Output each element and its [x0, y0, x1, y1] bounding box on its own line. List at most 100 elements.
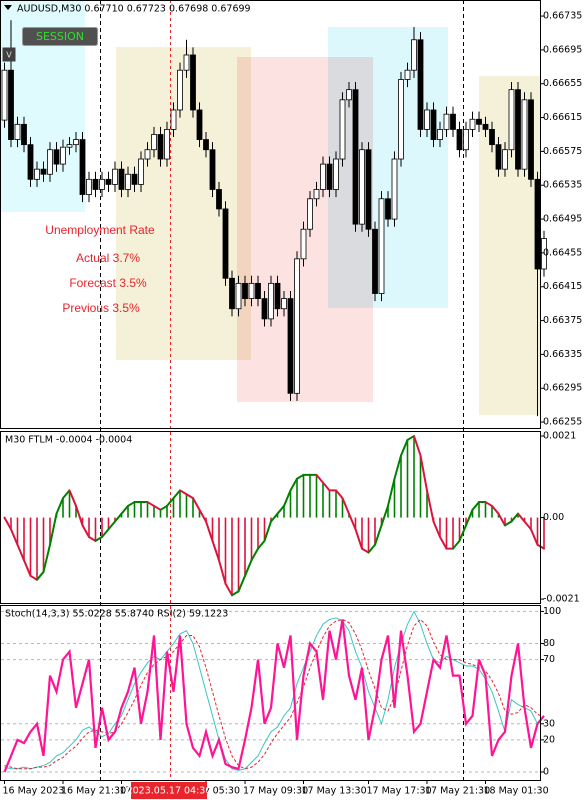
candle-body [92, 178, 99, 190]
candle-body [307, 198, 313, 230]
ftlm-line-segment [374, 524, 383, 546]
candle-body [164, 129, 170, 160]
y-tick-label: 0.66415 [543, 281, 582, 292]
y-tick-label: 0.66495 [543, 214, 582, 225]
ftlm-line-segment [517, 512, 526, 523]
crosshair-label: 2023.05.17 04:30 [127, 782, 212, 799]
indicator-line [3, 619, 545, 773]
ftlm-line-segment [387, 477, 396, 507]
y-tick-label: 80 [543, 638, 555, 649]
x-tick-label: 16 May 2023 [3, 786, 65, 797]
candle-body [209, 149, 216, 190]
session-box [328, 27, 448, 308]
candle-body [112, 168, 118, 185]
ftlm-line-segment [439, 535, 448, 550]
candle-body [346, 89, 352, 101]
ftlm-line-segment [42, 543, 51, 573]
candle-body [8, 69, 14, 140]
ftlm-line-segment [49, 512, 58, 546]
candle-body [79, 139, 86, 195]
crosshair-label-text: 2023.05.17 04:30 [127, 786, 212, 797]
candle-body [196, 109, 203, 140]
candle-body [235, 282, 242, 310]
candle-body [190, 54, 196, 111]
candle-body [456, 129, 463, 151]
ftlm-line-segment [231, 590, 240, 597]
candle-body [34, 168, 40, 180]
candle-body [424, 109, 430, 130]
ftlm-line-segment [185, 493, 194, 500]
candle-body [99, 178, 105, 190]
x-tick-label: 17 May 09:30 [243, 786, 308, 797]
candle-body [261, 298, 268, 320]
ftlm-line-segment [426, 489, 435, 523]
candle-body [216, 189, 222, 210]
y-tick-label: -0.0021 [543, 594, 580, 605]
button-face[interactable] [2, 47, 16, 62]
ftlm-line-segment [497, 512, 506, 527]
candle-body [404, 69, 411, 80]
ftlm-line-segment [348, 512, 357, 531]
ftlm-line-segment [166, 497, 175, 507]
labels: AUDUSD,M30 0.67710 0.67723 0.67698 0.676… [2, 4, 251, 620]
y-tick-label: 20 [543, 734, 555, 745]
candle-body [105, 178, 112, 185]
button-label[interactable]: SESSION [36, 30, 84, 43]
button-face[interactable] [22, 27, 98, 46]
x-tick-label: 17 May 13:30 [302, 786, 367, 797]
ftlm-line-segment [406, 435, 415, 441]
ftlm-line-segment [465, 508, 474, 527]
y-tick-label: 100 [543, 606, 561, 617]
ftlm-line-segment [276, 504, 285, 515]
ftlm-line-segment [159, 504, 168, 511]
y-tick-label: 0.66255 [543, 417, 582, 428]
ftlm-line-segment [335, 489, 344, 500]
ftlm-line-segment [62, 489, 71, 500]
session-button[interactable]: SESSION [22, 27, 98, 46]
ftlm-line-segment [458, 524, 467, 542]
v-button[interactable]: V [2, 47, 16, 62]
ftlm-line-segment [16, 543, 25, 562]
ftlm-line-segment [393, 454, 402, 480]
candle-body [300, 228, 307, 260]
ftlm-line-segment [211, 539, 220, 562]
candle-body [151, 134, 157, 151]
ftlm-line-segment [244, 559, 253, 577]
candle-body [313, 189, 320, 200]
candle-body [157, 134, 164, 160]
y-tick-label: 0.66735 [543, 11, 582, 22]
ftlm-line-segment [400, 438, 409, 457]
ftlm-line-segment [3, 516, 12, 531]
ftlm-line-segment [205, 520, 214, 542]
indicator-title: Stoch(14,3,3) 55.0228 55.8740 RSI(2) 59.… [5, 609, 228, 620]
ftlm-line-segment [523, 520, 532, 531]
annotation: Previous 3.5% [62, 301, 140, 315]
candle-body [229, 277, 235, 310]
ftlm-line-segment [192, 497, 201, 511]
candle-body [463, 129, 469, 151]
candle-body [66, 144, 73, 148]
candle-body [528, 99, 534, 180]
button-label[interactable]: V [6, 51, 12, 60]
candle-body [534, 178, 541, 270]
ftlm-line-segment [471, 501, 480, 511]
y-tick-label: 0.00 [543, 512, 564, 523]
ftlm-line-segment [29, 574, 38, 581]
ftlm-line-segment [432, 520, 441, 538]
symbol-menu[interactable] [4, 5, 12, 10]
ftlm-line-segment [55, 497, 64, 515]
candle-body [320, 163, 326, 190]
ftlm-line-segment [315, 473, 324, 484]
ftlm-line-segment [198, 508, 207, 523]
candle-body [521, 99, 528, 170]
ftlm-line-segment [452, 539, 461, 550]
ftlm-line-segment [114, 512, 123, 523]
y-tick-label: 0.66455 [543, 247, 582, 258]
candle-body [21, 123, 27, 146]
candle-body [417, 39, 424, 130]
indicator-line [4, 618, 545, 770]
ftlm-line-segment [146, 501, 155, 507]
